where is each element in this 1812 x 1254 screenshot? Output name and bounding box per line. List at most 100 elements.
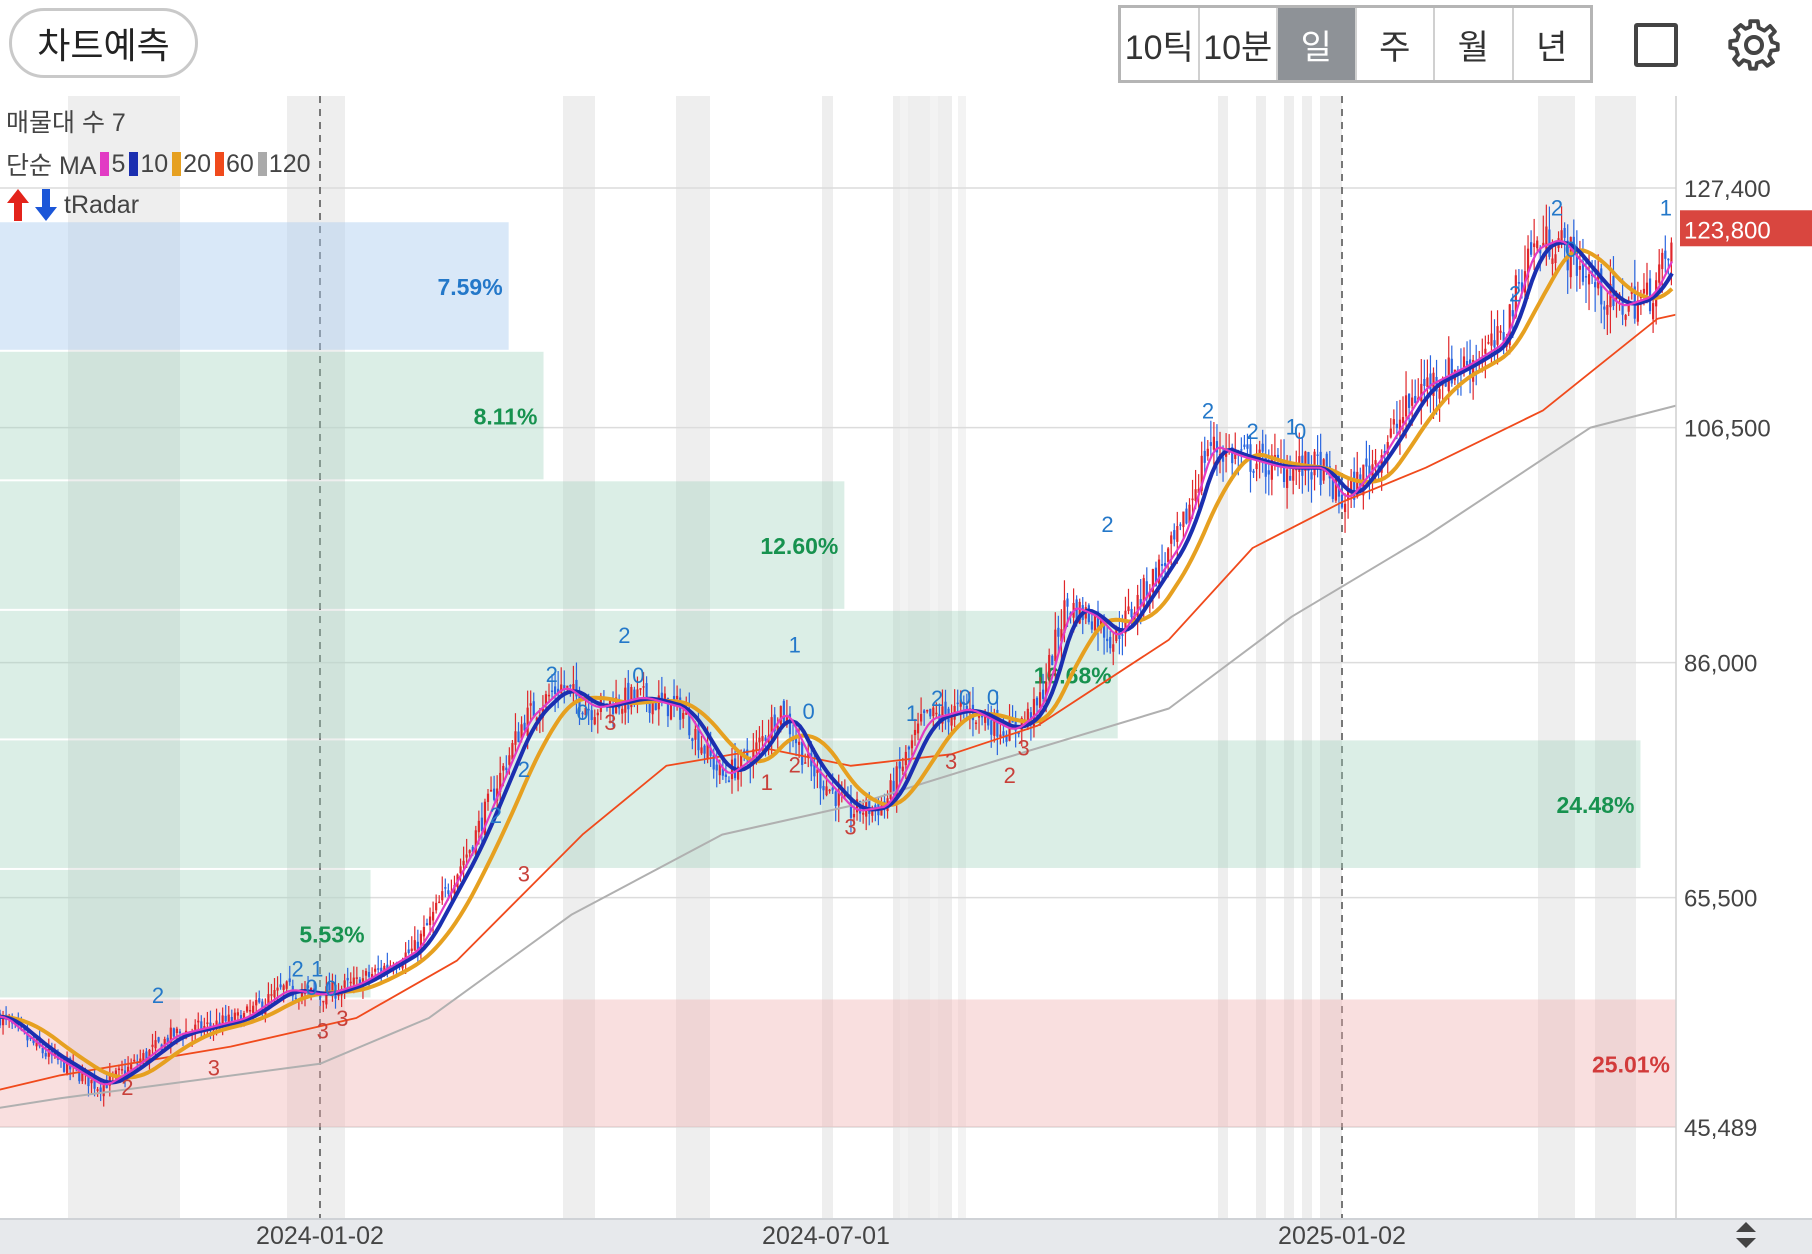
candle-body (200, 1021, 203, 1031)
candle-body (245, 1006, 249, 1012)
candle-body (471, 846, 474, 853)
candle-body (1051, 655, 1054, 666)
signal-label: 2 (121, 1075, 133, 1100)
candle-body (59, 1057, 63, 1059)
candle-body (1167, 548, 1170, 563)
candle-body (1343, 503, 1347, 513)
candle-body (773, 714, 776, 732)
candle-body (1398, 419, 1402, 433)
candle-body (727, 780, 731, 782)
candle-body (1289, 475, 1292, 481)
candle-body (764, 737, 767, 741)
candle-body (474, 830, 477, 855)
candle-body (438, 901, 441, 904)
candle-body (575, 679, 578, 697)
candle-body (672, 695, 676, 702)
y-tick-label: 106,500 (1684, 416, 1771, 443)
candle-body (544, 694, 548, 705)
candle-body (1206, 448, 1209, 457)
candle-body (566, 685, 569, 688)
candle-body (233, 1012, 236, 1020)
candle-body (1020, 718, 1023, 730)
ma120-swatch (257, 152, 267, 176)
period-tab-week[interactable]: 주 (1357, 8, 1435, 80)
candle-body (133, 1059, 136, 1062)
period-tab-10tick[interactable]: 10틱 (1121, 8, 1200, 80)
volume-profile-bar (0, 481, 845, 609)
candle-body (1374, 460, 1377, 465)
current-price-label: 123,800 (1684, 217, 1771, 244)
candle-body (120, 1069, 124, 1071)
updown-scroll-icon[interactable] (1728, 1218, 1764, 1252)
candle-body (554, 686, 557, 695)
candle-body (151, 1044, 154, 1047)
volume-profile-bar (0, 999, 1676, 1128)
candle-body (1600, 268, 1603, 305)
candle-body (206, 1022, 209, 1024)
candle-body (1313, 451, 1316, 476)
candle-body (1255, 463, 1258, 470)
period-tab-month[interactable]: 월 (1435, 8, 1514, 80)
candle-body (300, 992, 304, 998)
price-axis-bg (1676, 96, 1812, 1220)
chart-predict-button[interactable]: 차트예측 (9, 8, 198, 78)
time-axis-bar[interactable]: 2024-01-02 2024-07-01 2025-01-02 (0, 1218, 1812, 1254)
candle-body (755, 742, 758, 752)
candle-body (779, 706, 782, 725)
candle-body (502, 765, 505, 771)
gear-icon[interactable] (1724, 14, 1784, 74)
candle-body (1554, 254, 1557, 264)
candle-body (1658, 264, 1661, 283)
candle-body (1414, 396, 1417, 403)
signal-label: 1 (1286, 414, 1298, 439)
candle-body (273, 990, 276, 998)
period-tab-year[interactable]: 년 (1536, 28, 1568, 67)
candle-body (371, 973, 374, 978)
candle-body (1353, 471, 1356, 500)
candle-body (910, 740, 914, 749)
candle-body (1539, 247, 1542, 254)
candle-body (23, 1028, 26, 1031)
ma10-line (0, 240, 1674, 1085)
candle-body (1029, 712, 1032, 723)
candle-body (822, 785, 825, 791)
square-outline-icon[interactable] (1634, 23, 1678, 67)
candle-body (44, 1053, 47, 1057)
candle-body (849, 797, 853, 818)
x-tick-label: 2024-07-01 (762, 1222, 890, 1250)
period-tab-10min[interactable]: 10분 (1200, 8, 1278, 80)
candle-body (1054, 629, 1057, 661)
ma120-label: 120 (268, 149, 311, 178)
candle-body (584, 707, 587, 716)
candle-body (593, 717, 596, 725)
candle-body (87, 1072, 90, 1087)
y-tick-label: 127,400 (1684, 176, 1771, 203)
candle-body (142, 1053, 145, 1062)
candle-body (236, 1012, 239, 1016)
volume-profile-bar (0, 869, 371, 998)
period-tab-day[interactable]: 일 (1278, 8, 1357, 80)
candle-body (1670, 242, 1673, 263)
volume-profile-pct: 25.01% (1592, 1051, 1670, 1077)
ma5-swatch (100, 152, 110, 176)
candle-body (444, 887, 447, 889)
price-chart[interactable]: 7.59%8.11%12.60%16.68%24.48%5.53%25.01%0… (0, 96, 1812, 1220)
signal-label: 3 (604, 710, 616, 735)
candle-body (178, 1031, 182, 1034)
candle-body (99, 1087, 102, 1094)
candle-body (965, 705, 968, 709)
candle-body (798, 741, 801, 745)
candle-body (587, 708, 590, 711)
candle-body (480, 817, 483, 831)
signal-label: 0 (1565, 237, 1577, 262)
candle-body (892, 780, 895, 795)
candle-body (627, 682, 630, 710)
candle-body (1408, 393, 1411, 408)
candle-body (837, 790, 840, 806)
candle-body (679, 697, 682, 720)
candle-body (374, 968, 377, 972)
candle-body (926, 709, 929, 712)
candle-body (505, 767, 508, 771)
candle-body (721, 768, 724, 776)
candle-body (974, 722, 978, 724)
